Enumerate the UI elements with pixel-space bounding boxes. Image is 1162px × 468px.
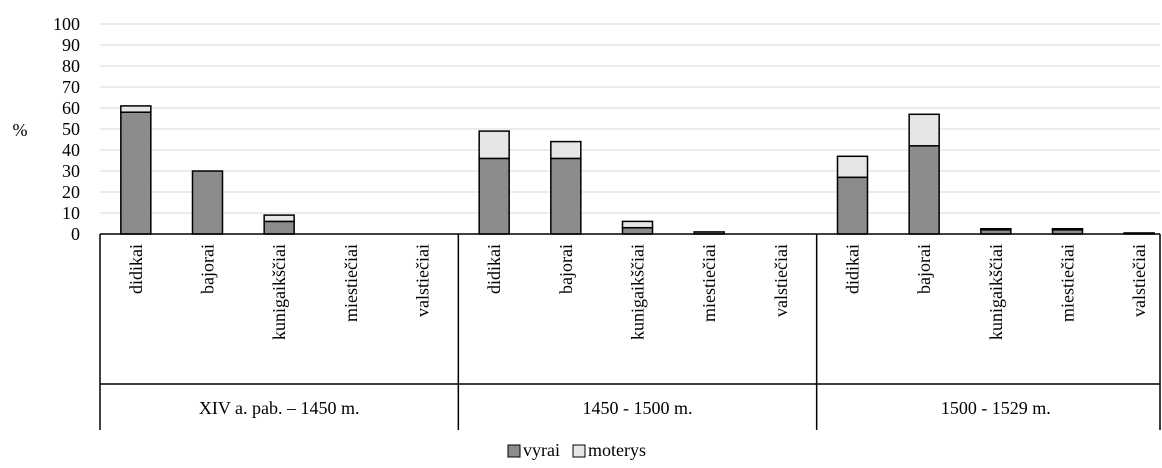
group-label: 1500 - 1529 m. [941, 398, 1051, 418]
category-label: miestiečiai [699, 244, 719, 322]
bar-vyrai [550, 157, 582, 235]
bar-moterys [478, 130, 510, 160]
category-label: valstiečiai [771, 244, 791, 317]
category-label: didikai [484, 244, 504, 294]
category-label: bajorai [914, 244, 934, 294]
category-label: didikai [126, 244, 146, 294]
legend: vyrai moterys [507, 440, 646, 460]
y-tick-label: 0 [71, 224, 80, 244]
y-tick-label: 10 [62, 203, 80, 223]
category-label: bajorai [197, 244, 217, 294]
category-label: kunigaikščiai [269, 244, 289, 340]
category-label: valstiečiai [1129, 244, 1149, 317]
y-tick-label: 90 [62, 35, 80, 55]
bars [120, 105, 1155, 235]
y-tick-label: 20 [62, 182, 80, 202]
bar-vyrai [120, 111, 152, 235]
bar-vyrai [908, 145, 940, 235]
y-tick-label: 80 [62, 56, 80, 76]
category-label: miestiečiai [1057, 244, 1077, 322]
bar-moterys [621, 220, 654, 229]
bar-vyrai [478, 157, 510, 235]
category-label: kunigaikščiai [986, 244, 1006, 340]
category-label: bajorai [556, 244, 576, 294]
bar-moterys [550, 140, 582, 160]
category-labels: didikai bajorai kunigaikščiai miestiečiai va… [126, 244, 1149, 340]
category-label: didikai [842, 244, 862, 294]
y-tick-label: 60 [62, 98, 80, 118]
gridlines [100, 23, 1160, 214]
group-label: XIV a. pab. – 1450 m. [199, 398, 360, 418]
group-labels: XIV a. pab. – 1450 m. 1450 - 1500 m. 1500 … [199, 398, 1051, 418]
bar-vyrai [191, 170, 224, 235]
legend-label: moterys [588, 440, 646, 460]
category-label: miestiečiai [341, 244, 361, 322]
x-axis [99, 233, 1161, 430]
legend-swatch-vyrai [507, 444, 521, 458]
legend-label: vyrai [523, 440, 560, 460]
bar-moterys [1051, 228, 1084, 231]
category-label: kunigaikščiai [627, 244, 647, 340]
bar-vyrai [621, 226, 654, 235]
y-tick-label: 100 [53, 14, 80, 34]
y-tick-label: 70 [62, 77, 80, 97]
bar-vyrai [836, 176, 869, 235]
bar-moterys [836, 155, 869, 179]
bar-moterys [980, 228, 1012, 231]
bar-moterys [908, 113, 940, 147]
y-tick-label: 30 [62, 161, 80, 181]
bar-vyrai [263, 220, 295, 235]
legend-swatch-moterys [572, 444, 586, 458]
bar-moterys [263, 214, 295, 223]
group-label: 1450 - 1500 m. [582, 398, 692, 418]
y-axis-label: % [13, 120, 28, 140]
category-label: valstiečiai [412, 244, 432, 317]
y-tick-label: 50 [62, 119, 80, 139]
y-tick-label: 40 [62, 140, 80, 160]
bar-moterys [120, 105, 152, 113]
